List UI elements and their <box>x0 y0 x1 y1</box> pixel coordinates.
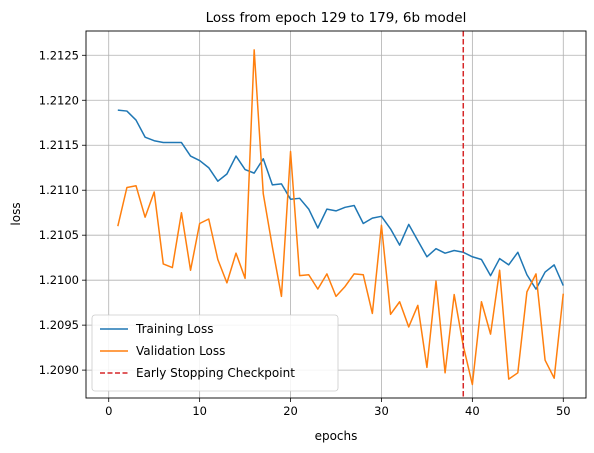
y-tick-label: 1.2090 <box>39 363 79 377</box>
chart-title: Loss from epoch 129 to 179, 6b model <box>206 10 467 26</box>
axis-ticks: 0 10 20 30 40 50 1.2090 1.2095 1.2100 1.2105 1.211… <box>39 48 571 418</box>
series-line-training-loss <box>117 109 564 290</box>
legend-label: Training Loss <box>135 322 213 336</box>
y-tick-label: 1.2095 <box>39 318 79 332</box>
x-tick-label: 10 <box>192 404 207 418</box>
y-tick-label: 1.2110 <box>39 183 79 197</box>
legend: Training Loss Validation Loss Early Stoppi… <box>91 314 339 392</box>
x-tick-label: 0 <box>105 404 112 418</box>
axes-frame <box>85 30 587 399</box>
x-tick-label: 30 <box>374 404 389 418</box>
y-tick-label: 1.2115 <box>39 138 79 152</box>
x-tick-label: 50 <box>556 404 571 418</box>
x-tick-label: 20 <box>283 404 298 418</box>
plot-area <box>117 31 565 398</box>
legend-label: Early Stopping Checkpoint <box>136 366 295 380</box>
x-axis-label: epochs <box>315 429 358 443</box>
x-tick-label: 40 <box>465 404 480 418</box>
series-line-validation-loss <box>117 49 565 386</box>
y-axis-label: loss <box>9 202 23 225</box>
y-tick-label: 1.2100 <box>39 273 79 287</box>
legend-box <box>91 314 339 392</box>
y-tick-label: 1.2125 <box>39 48 79 62</box>
legend-label: Validation Loss <box>136 344 225 358</box>
y-tick-label: 1.2105 <box>39 228 79 242</box>
y-tick-label: 1.2120 <box>39 93 79 107</box>
